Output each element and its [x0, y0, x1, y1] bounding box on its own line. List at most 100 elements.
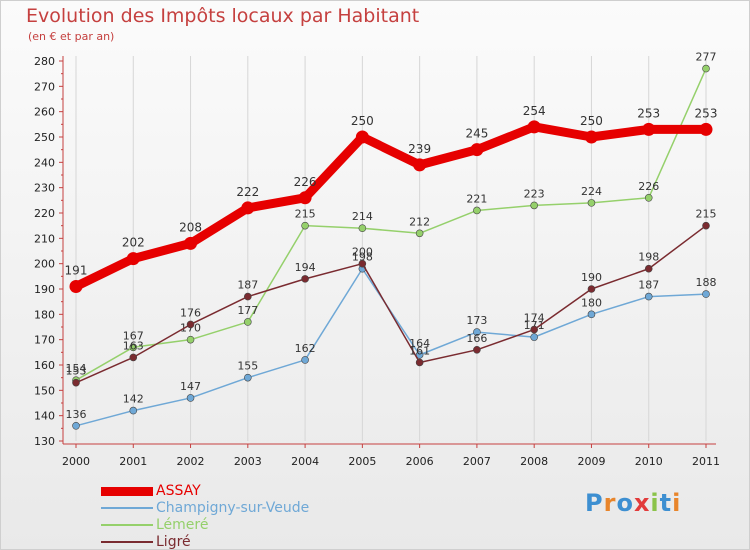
data-point-champigny-sur-veude [72, 421, 80, 430]
data-point-ligre [358, 259, 367, 268]
legend-swatch-ligre [101, 541, 153, 543]
data-point-assay [126, 252, 140, 266]
y-tick-label: 140 [34, 410, 55, 423]
x-tick-label: 2004 [291, 455, 319, 468]
x-tick-label: 2007 [463, 455, 491, 468]
y-tick-label: 230 [34, 182, 55, 195]
y-tick-label: 220 [34, 207, 55, 220]
data-point-lemere [702, 64, 710, 73]
data-point-ligre [587, 285, 596, 293]
legend-label-ligre: Ligré [156, 534, 191, 550]
y-tick-label: 130 [34, 435, 55, 448]
data-label-ligre: 190 [581, 271, 602, 284]
chart-subtitle: (en € et par an) [28, 30, 115, 43]
data-point-champigny-sur-veude [702, 290, 710, 298]
data-label-ligre: 166 [466, 332, 487, 345]
x-tick-label: 2001 [119, 455, 147, 468]
legend-label-lemere: Lémeré [156, 517, 209, 533]
series-line-ligre [75, 224, 707, 384]
y-tick-label: 170 [34, 334, 55, 347]
data-label-lemere: 167 [123, 329, 144, 342]
data-label-champigny-sur-veude: 173 [466, 314, 487, 327]
data-point-lemere [644, 194, 653, 202]
data-label-assay: 250 [580, 114, 603, 128]
y-tick-label: 160 [34, 359, 55, 372]
y-tick-label: 260 [34, 106, 55, 119]
data-point-assay [584, 130, 598, 144]
y-tick-label: 210 [34, 232, 55, 245]
data-label-ligre: 194 [295, 261, 316, 274]
data-label-lemere: 277 [696, 51, 717, 64]
data-label-lemere: 221 [466, 192, 487, 205]
data-label-lemere: 223 [524, 187, 545, 200]
data-point-ligre [530, 325, 538, 334]
data-point-ligre [72, 378, 80, 387]
series-line-lemere [75, 67, 707, 381]
y-tick-label: 270 [34, 80, 55, 93]
data-point-assay [642, 122, 656, 136]
data-point-lemere [473, 206, 481, 215]
data-point-ligre [644, 264, 653, 273]
x-tick-label: 2005 [348, 455, 376, 468]
data-point-lemere [301, 221, 309, 230]
data-point-assay [470, 143, 484, 157]
data-point-ligre [186, 320, 195, 329]
data-label-champigny-sur-veude: 188 [696, 276, 717, 289]
data-point-champigny-sur-veude [186, 394, 195, 402]
data-point-assay [184, 236, 198, 250]
legend-swatch-lemere [101, 524, 153, 526]
data-label-ligre: 200 [352, 246, 373, 259]
data-label-lemere: 177 [237, 304, 258, 317]
x-tick-label: 2011 [692, 455, 720, 468]
data-label-lemere: 214 [352, 210, 373, 223]
data-label-assay: 202 [122, 236, 145, 250]
x-tick-label: 2000 [62, 455, 90, 468]
data-point-ligre [702, 221, 710, 230]
data-label-lemere: 224 [581, 185, 602, 198]
data-point-lemere [129, 343, 138, 352]
data-label-ligre: 174 [524, 312, 545, 325]
x-tick-label: 2008 [520, 455, 548, 468]
y-tick-label: 240 [34, 156, 55, 169]
data-label-champigny-sur-veude: 180 [581, 296, 602, 309]
data-label-ligre: 163 [123, 339, 144, 352]
data-label-assay: 250 [351, 114, 374, 128]
chart-title: Evolution des Impôts locaux par Habitant [26, 5, 420, 27]
series-line-assay [71, 122, 711, 291]
data-label-assay: 253 [637, 106, 660, 120]
data-label-assay: 222 [236, 185, 259, 199]
y-tick-label: 190 [34, 283, 55, 296]
legend-swatch-assay [101, 487, 153, 496]
proxiti-logo: Proxiti [585, 489, 682, 517]
data-label-lemere: 215 [295, 208, 316, 221]
data-label-assay: 239 [408, 142, 431, 156]
data-point-assay [699, 122, 713, 136]
data-point-assay [241, 201, 255, 215]
data-label-champigny-sur-veude: 162 [295, 342, 316, 355]
data-label-ligre: 187 [237, 279, 258, 292]
data-label-champigny-sur-veude: 136 [66, 408, 87, 421]
data-point-assay [355, 130, 369, 144]
data-label-champigny-sur-veude: 147 [180, 380, 201, 393]
y-tick-label: 180 [34, 308, 55, 321]
data-label-champigny-sur-veude: 142 [123, 393, 144, 406]
data-point-ligre [301, 275, 309, 283]
series-line-champigny-sur-veude [75, 267, 707, 427]
data-label-ligre: 161 [409, 344, 430, 357]
data-point-champigny-sur-veude [587, 310, 596, 319]
data-label-assay: 254 [523, 104, 546, 118]
data-point-champigny-sur-veude [530, 333, 538, 341]
data-label-assay: 253 [695, 106, 718, 120]
data-label-assay: 208 [179, 220, 202, 234]
data-label-lemere: 212 [409, 215, 430, 228]
data-label-ligre: 176 [180, 306, 201, 319]
data-label-champigny-sur-veude: 187 [638, 279, 659, 292]
legend-label-assay: ASSAY [156, 483, 201, 499]
x-tick-label: 2002 [177, 455, 205, 468]
data-point-champigny-sur-veude [644, 292, 653, 301]
data-label-assay: 191 [65, 263, 88, 277]
data-label-assay: 245 [465, 127, 488, 141]
data-point-ligre [244, 292, 252, 301]
